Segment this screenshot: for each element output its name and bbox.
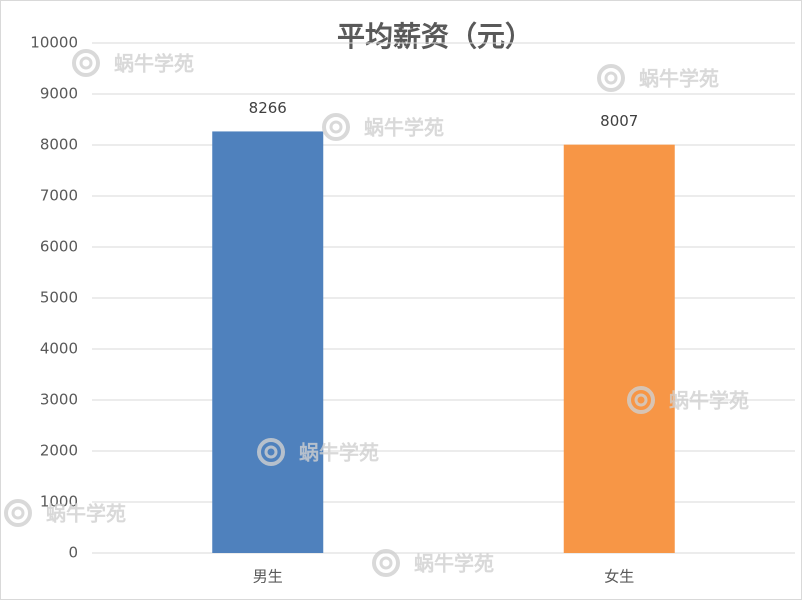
watermark-icon: [604, 71, 618, 85]
watermark-icon: [329, 120, 343, 134]
watermark-icon: [72, 49, 100, 77]
watermark: 蜗牛学苑: [597, 64, 719, 92]
watermark: 蜗牛学苑: [372, 549, 494, 577]
y-tick-label: 1000: [40, 493, 78, 511]
y-tick-label: 3000: [40, 391, 78, 409]
y-tick-label: 7000: [40, 187, 78, 205]
bar: [212, 131, 324, 553]
watermark-text: 蜗牛学苑: [414, 552, 494, 576]
watermark-icon: [322, 113, 350, 141]
value-label: 8266: [249, 99, 287, 117]
watermark: 蜗牛学苑: [627, 386, 749, 414]
watermark: 蜗牛学苑: [4, 499, 126, 527]
watermark: 蜗牛学苑: [72, 49, 194, 77]
y-tick-label: 4000: [40, 340, 78, 358]
bar: [563, 144, 675, 553]
y-tick-label: 5000: [40, 289, 78, 307]
y-tick-label: 6000: [40, 238, 78, 256]
watermark-text: 蜗牛学苑: [46, 502, 126, 526]
watermark-text: 蜗牛学苑: [639, 67, 719, 91]
watermark-icon: [379, 556, 393, 570]
y-tick-label: 8000: [40, 136, 78, 154]
watermark-icon: [264, 445, 278, 459]
watermark-icon: [627, 386, 655, 414]
value-label: 8007: [600, 112, 638, 130]
watermark-text: 蜗牛学苑: [669, 389, 749, 413]
y-tick-label: 9000: [40, 85, 78, 103]
y-tick-label: 10000: [30, 34, 78, 52]
watermark: 蜗牛学苑: [322, 113, 444, 141]
watermark-icon: [79, 56, 93, 70]
x-tick-label: 男生: [253, 568, 283, 586]
x-tick-label: 女生: [604, 568, 634, 586]
watermark-icon: [4, 499, 32, 527]
watermark-icon: [372, 549, 400, 577]
watermark-icon: [597, 64, 625, 92]
y-tick-label: 2000: [40, 442, 78, 460]
chart-title: 平均薪资（元）: [337, 20, 533, 53]
watermark-text: 蜗牛学苑: [364, 116, 444, 140]
watermark: 蜗牛学苑: [257, 438, 379, 466]
watermark-text: 蜗牛学苑: [114, 52, 194, 76]
watermark-icon: [11, 506, 25, 520]
watermark-icon: [257, 438, 285, 466]
y-tick-label: 0: [68, 544, 78, 562]
watermark-icon: [634, 393, 648, 407]
watermark-text: 蜗牛学苑: [299, 441, 379, 465]
